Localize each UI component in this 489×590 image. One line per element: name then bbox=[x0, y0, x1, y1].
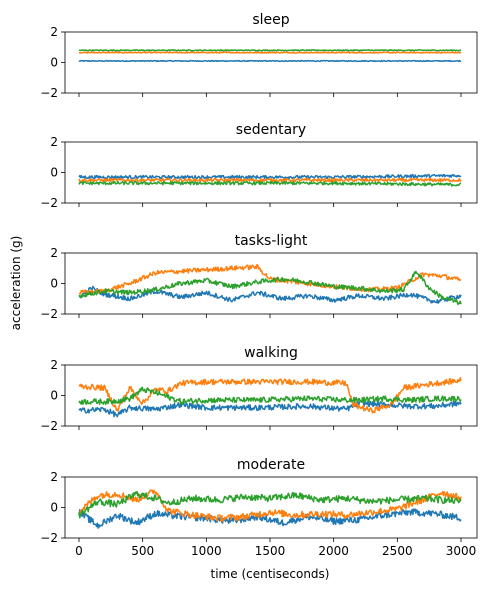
axes-frame bbox=[64, 141, 478, 204]
series-line-2 bbox=[78, 51, 462, 54]
series-line-2 bbox=[78, 263, 462, 295]
axes-frame bbox=[64, 31, 478, 94]
series-line-3 bbox=[78, 180, 461, 187]
series-group bbox=[78, 377, 462, 418]
x-tick-label: 500 bbox=[131, 544, 154, 558]
y-tick-label: 2 bbox=[50, 246, 58, 260]
y-tick-label: −2 bbox=[40, 86, 58, 100]
series-group bbox=[78, 49, 462, 63]
y-tick-label: 0 bbox=[50, 56, 58, 70]
series-group bbox=[78, 489, 462, 529]
subplot-title: moderate bbox=[237, 457, 305, 473]
series-line-1 bbox=[78, 508, 462, 529]
x-tick-label: 1000 bbox=[191, 544, 222, 558]
x-tick-label: 2000 bbox=[318, 544, 349, 558]
axes-frame bbox=[64, 476, 478, 539]
series-line-3 bbox=[78, 386, 462, 406]
subplot-tasks-light: tasks-light −2 0 2 bbox=[40, 233, 478, 321]
x-tick-label: 0 bbox=[75, 544, 83, 558]
subplot-moderate: moderate −2 0 2 0 500 1000 1500 2000 2500 3000 bbox=[40, 457, 478, 558]
y-tick-label: 2 bbox=[50, 25, 58, 39]
y-tick-label: −2 bbox=[40, 307, 58, 321]
series-line-1 bbox=[78, 59, 462, 63]
subplot-grid: sleep−202sedentary−202tasks-light−202wal… bbox=[40, 12, 478, 558]
series-line-2 bbox=[78, 177, 462, 183]
y-tick-label: 2 bbox=[50, 470, 58, 484]
series-line-2 bbox=[78, 377, 462, 414]
y-tick-label: 2 bbox=[50, 135, 58, 149]
series-line-3 bbox=[78, 270, 462, 306]
series-group bbox=[78, 173, 462, 187]
subplot-sedentary: sedentary −2 0 2 bbox=[40, 122, 478, 210]
subplot-title: sleep bbox=[252, 12, 289, 28]
y-tick-label: 0 bbox=[50, 501, 58, 515]
y-tick-label: 0 bbox=[50, 166, 58, 180]
subplot-title: tasks-light bbox=[235, 233, 308, 249]
x-tick-label: 3000 bbox=[446, 544, 477, 558]
x-tick-label: 2500 bbox=[382, 544, 413, 558]
x-tick-label: 1500 bbox=[255, 544, 286, 558]
y-tick-label: −2 bbox=[40, 419, 58, 433]
subplot-title: walking bbox=[244, 345, 298, 361]
subplot-sleep: sleep −2 0 2 bbox=[40, 12, 478, 100]
y-tick-label: 2 bbox=[50, 358, 58, 372]
series-line-3 bbox=[79, 49, 462, 52]
y-tick-label: −2 bbox=[40, 531, 58, 545]
y-axis-label: acceleration (g) bbox=[9, 236, 23, 331]
series-line-3 bbox=[78, 490, 462, 519]
subplot-title: sedentary bbox=[236, 122, 306, 138]
y-tick-label: 0 bbox=[50, 277, 58, 291]
series-group bbox=[78, 263, 462, 306]
y-tick-label: −2 bbox=[40, 196, 58, 210]
series-line-2 bbox=[78, 489, 462, 522]
series-line-1 bbox=[78, 400, 462, 418]
series-line-1 bbox=[78, 173, 462, 180]
subplot-walking: walking −2 0 2 bbox=[40, 345, 478, 433]
y-tick-label: 0 bbox=[50, 389, 58, 403]
x-axis-label: time (centiseconds) bbox=[211, 567, 330, 581]
